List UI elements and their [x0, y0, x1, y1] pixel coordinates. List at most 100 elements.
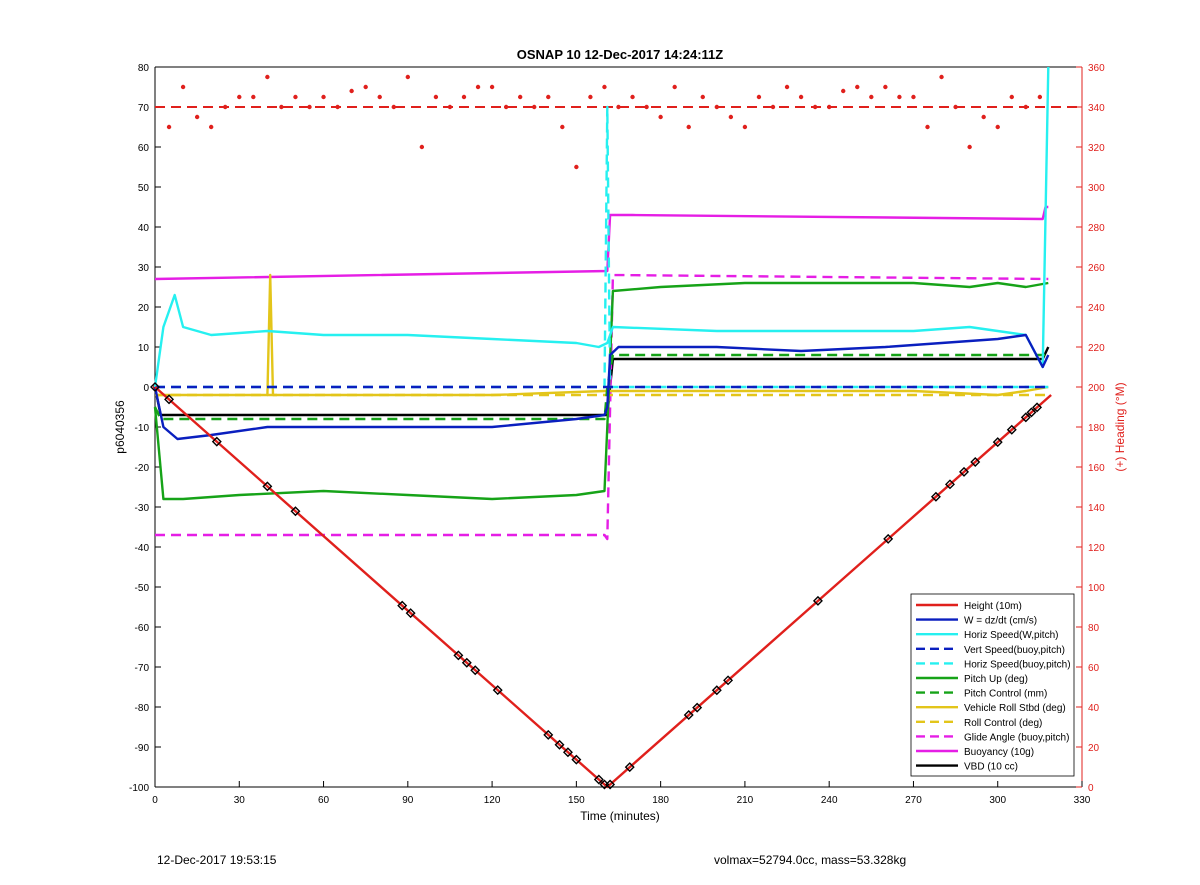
legend-label: Pitch Up (deg) — [964, 674, 1028, 685]
heading-point — [897, 94, 902, 100]
height-marker — [723, 675, 734, 686]
heading-point — [700, 94, 705, 100]
heading-point — [588, 94, 593, 100]
height-marker — [262, 481, 273, 492]
heading-point — [517, 94, 523, 100]
height-marker — [812, 595, 823, 606]
height-marker — [1026, 407, 1037, 418]
heading-point — [644, 104, 649, 110]
y-left-tick-label: 50 — [138, 183, 150, 194]
heading-point — [489, 84, 495, 90]
heading-point — [208, 124, 214, 130]
y-left-tick-label: 70 — [138, 103, 150, 114]
y-left-tick-label: -30 — [135, 503, 150, 514]
heading-point — [461, 94, 467, 100]
heading-point — [967, 144, 972, 150]
series-line — [154, 386, 1052, 789]
heading-point — [335, 104, 340, 110]
y-left-tick-label: -100 — [129, 783, 149, 794]
x-tick-label: 60 — [318, 795, 330, 806]
y-right-tick-label: 340 — [1088, 103, 1105, 114]
x-tick-label: 30 — [234, 795, 246, 806]
height-marker — [624, 762, 635, 773]
heading-point — [672, 84, 677, 90]
height-marker — [571, 754, 582, 765]
heading-point — [602, 84, 607, 90]
y-left-tick-label: -80 — [135, 703, 150, 714]
y-right-tick-label: 160 — [1088, 463, 1105, 474]
height-marker — [405, 608, 416, 619]
legend-label: Pitch Control (mm) — [964, 689, 1047, 700]
legend-label: Vert Speed(buoy,pitch) — [964, 645, 1065, 656]
y-right-tick-label: 60 — [1088, 663, 1100, 674]
height-marker — [992, 437, 1003, 448]
heading-point — [616, 104, 621, 110]
heading-point — [728, 114, 734, 120]
height-marker — [543, 729, 554, 740]
x-tick-label: 90 — [402, 795, 414, 806]
heading-point — [194, 114, 200, 120]
x-tick-label: 240 — [821, 795, 838, 806]
heading-point — [377, 94, 382, 100]
series-line — [153, 353, 1049, 421]
heading-point — [265, 74, 270, 80]
y-left-tick-label: -90 — [135, 743, 150, 754]
legend-label: Horiz Speed(buoy,pitch) — [964, 659, 1071, 670]
heading-point — [237, 94, 242, 100]
y-left-tick-label: 80 — [138, 63, 150, 74]
height-marker — [470, 665, 481, 676]
heading-point — [911, 94, 916, 100]
y-left-tick-label: 20 — [138, 303, 150, 314]
height-marker — [711, 685, 722, 696]
x-tick-label: 210 — [737, 795, 754, 806]
height-marker — [397, 600, 408, 611]
height-marker — [944, 479, 955, 490]
heading-point — [855, 84, 860, 90]
y-left-tick-label: 60 — [138, 143, 150, 154]
x-tick-label: 0 — [152, 795, 158, 806]
height-marker — [930, 491, 941, 502]
heading-point — [995, 124, 1000, 130]
series-line — [155, 273, 1049, 397]
heading-point — [223, 104, 228, 110]
x-tick-label: 150 — [568, 795, 585, 806]
height-marker — [150, 382, 160, 392]
legend-label: Vehicle Roll Stbd (deg) — [964, 703, 1066, 714]
legend-label: W = dz/dt (cm/s) — [964, 616, 1037, 627]
y-right-tick-label: 80 — [1088, 623, 1100, 634]
heading-point — [1009, 94, 1014, 100]
height-marker — [593, 774, 604, 785]
heading-point — [180, 84, 186, 90]
height-marker — [605, 779, 616, 790]
y-right-tick-label: 220 — [1088, 343, 1105, 354]
heading-point — [841, 88, 846, 94]
y-right-tick-label: 300 — [1088, 183, 1105, 194]
heading-point — [503, 104, 509, 110]
y-left-tick-label: -10 — [135, 423, 150, 434]
heading-point — [251, 94, 256, 100]
footer-timestamp: 12-Dec-2017 19:53:15 — [157, 853, 277, 867]
heading-point — [560, 124, 565, 130]
y-left-tick-label: 0 — [143, 383, 149, 394]
height-marker — [970, 456, 981, 467]
y-axis-label-right: (+) Heading (°M) — [1113, 382, 1127, 471]
heading-point — [784, 84, 790, 90]
heading-point — [363, 84, 368, 90]
height-marker — [164, 394, 175, 405]
heading-point — [293, 94, 298, 100]
y-right-tick-label: 100 — [1088, 583, 1105, 594]
x-tick-label: 270 — [905, 795, 922, 806]
heading-point — [798, 94, 804, 100]
y-left-tick-label: 40 — [138, 223, 150, 234]
x-axis-label: Time (minutes) — [580, 809, 660, 823]
y-right-tick-label: 140 — [1088, 503, 1105, 514]
legend-label: Glide Angle (buoy,pitch) — [964, 732, 1069, 743]
heading-point — [812, 104, 818, 110]
height-marker — [1032, 402, 1043, 413]
series-line — [155, 273, 1049, 541]
heading-point — [770, 104, 776, 110]
y-left-tick-label: -50 — [135, 583, 150, 594]
height-marker — [692, 702, 703, 713]
y-right-tick-label: 180 — [1088, 423, 1105, 434]
